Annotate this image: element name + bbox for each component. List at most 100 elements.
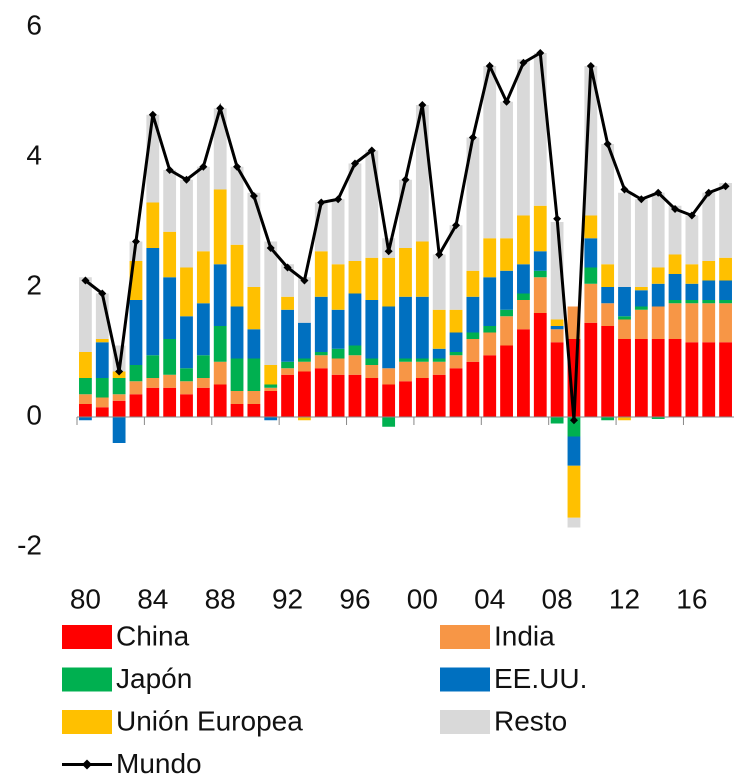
bar-segment <box>314 368 328 417</box>
bar-segment <box>668 254 682 274</box>
legend-swatch <box>440 625 490 649</box>
legend-swatch <box>62 625 112 649</box>
bar-segment <box>601 303 615 326</box>
bar-segment <box>533 205 547 252</box>
line-marker <box>637 195 646 204</box>
bar-segment <box>668 339 682 417</box>
bar-segment <box>584 238 598 268</box>
bar-segment <box>719 257 732 281</box>
bar-segment <box>281 361 294 369</box>
bar-segment <box>500 238 513 271</box>
bar-segment <box>230 391 244 404</box>
bar-segment <box>685 300 699 304</box>
bar-segment <box>634 306 648 310</box>
bar-segment <box>550 417 564 424</box>
bar-segment <box>298 417 311 421</box>
bar-segment <box>651 339 665 417</box>
bar-segment <box>314 251 328 297</box>
line-marker <box>165 166 174 174</box>
bar-segment <box>213 361 227 385</box>
bar-segment <box>634 309 648 339</box>
bar-segment <box>702 280 716 300</box>
bar-segment <box>196 378 210 388</box>
bar-segment <box>348 374 362 417</box>
bar-segment <box>382 384 396 417</box>
x-tick-label: 96 <box>339 583 370 614</box>
bar-segment <box>264 387 278 391</box>
bar-segment <box>432 309 446 349</box>
bar-segment <box>79 394 92 404</box>
legend-label: India <box>494 620 555 651</box>
bar-segment <box>264 391 278 417</box>
bar-segment <box>550 326 564 330</box>
bar-segment <box>500 270 513 310</box>
bar-segment <box>432 348 446 359</box>
bar-segment <box>365 300 379 359</box>
bar-segment <box>601 326 615 417</box>
bar-segment <box>180 381 193 395</box>
bar-segment <box>112 378 126 395</box>
bar-segment <box>415 358 429 362</box>
bar-segment <box>601 264 615 287</box>
legend-swatch <box>440 710 490 734</box>
line-marker <box>283 263 292 272</box>
bar-segment <box>483 277 497 326</box>
legend-label: Resto <box>494 705 567 736</box>
bar-segment <box>281 264 294 297</box>
bar-segment <box>298 358 311 362</box>
y-tick-label: 2 <box>26 269 42 300</box>
line-marker <box>654 188 663 197</box>
bar-segment <box>415 361 429 378</box>
line-marker <box>519 58 528 67</box>
bar-segment <box>533 270 547 278</box>
bar-segment <box>517 264 530 294</box>
bar-segment <box>634 290 648 307</box>
legend-label: EE.UU. <box>494 663 587 694</box>
bar-segment <box>533 313 547 417</box>
bar-segment <box>79 352 92 378</box>
bar-segment <box>483 326 497 333</box>
bar-segment <box>567 417 581 437</box>
bar-segment <box>230 404 244 417</box>
line-marker <box>115 367 124 376</box>
line-marker <box>468 133 477 142</box>
line-marker <box>367 146 376 155</box>
bar-segment <box>264 417 278 421</box>
bar-segment <box>146 378 160 388</box>
bar-segment <box>466 137 480 271</box>
line-marker <box>266 244 275 252</box>
bar-segment <box>702 192 716 261</box>
line-marker <box>671 205 680 213</box>
bar-segment <box>399 381 412 417</box>
bar-segment <box>112 400 126 417</box>
bar-segment <box>129 394 143 417</box>
bar-segment <box>517 329 530 417</box>
bar-segment <box>399 358 412 362</box>
bar-segment <box>348 355 362 375</box>
bar-segment <box>163 339 177 375</box>
bar-segment <box>163 277 177 339</box>
bar-segment <box>196 166 210 252</box>
line-marker <box>317 198 326 207</box>
line-marker <box>334 195 343 204</box>
line-marker <box>249 192 258 200</box>
bar-segment <box>230 166 244 245</box>
bar-segment <box>213 384 227 417</box>
line-marker <box>148 110 157 119</box>
line-marker <box>401 175 410 184</box>
bar-segment <box>264 365 278 385</box>
legend-swatch <box>62 667 112 692</box>
bar-segment <box>719 183 732 258</box>
line-marker <box>536 49 545 57</box>
bar-segment <box>365 358 379 365</box>
bar-segment <box>466 339 480 362</box>
bar-segment <box>618 192 631 287</box>
bar-segment <box>517 215 530 265</box>
bar-segment <box>500 101 513 239</box>
bar-segment <box>163 374 177 388</box>
bar-segment <box>651 192 665 268</box>
bar-segment <box>196 303 210 356</box>
legend-swatch <box>440 667 490 692</box>
line-marker <box>233 162 242 171</box>
bar-segment <box>180 316 193 369</box>
